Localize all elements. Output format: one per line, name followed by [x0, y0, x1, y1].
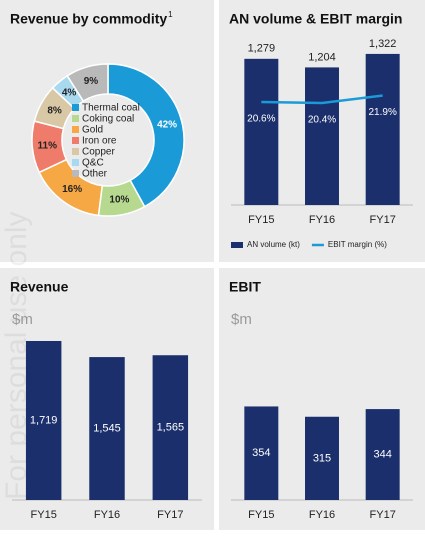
x-tick-label: FY17 [370, 214, 396, 226]
legend-label: Gold [82, 125, 103, 136]
bar [244, 406, 279, 500]
legend-swatch [72, 148, 79, 155]
legend-label: AN volume (kt) [247, 240, 300, 249]
slice-label: 10% [109, 195, 129, 206]
legend-label: Copper [82, 147, 115, 158]
bar-label: 354 [252, 447, 270, 459]
bar [244, 58, 279, 206]
legend-label: Thermal coal [82, 103, 140, 114]
legend-swatch [72, 115, 79, 122]
bar-label: 1,545 [93, 422, 121, 434]
bar-label: 1,322 [369, 38, 397, 50]
bar-label: 344 [373, 448, 391, 460]
bar-label: 315 [313, 452, 331, 464]
line-label: 21.9% [368, 107, 396, 118]
bar [305, 416, 339, 500]
chart-title: AN volume & EBIT margin [229, 11, 402, 27]
legend-swatch [72, 126, 79, 133]
bar-label: 1,204 [308, 51, 336, 63]
line-label: 20.4% [308, 115, 336, 126]
chart-subtitle: $m [12, 311, 33, 328]
x-tick-label: FY15 [248, 214, 274, 226]
bar [365, 409, 400, 500]
x-tick-label: FY15 [31, 509, 57, 521]
legend-swatch [72, 137, 79, 144]
bar-label: 1,719 [30, 414, 58, 426]
line-label: 20.6% [247, 114, 275, 125]
bar-label: 1,279 [248, 43, 276, 55]
legend-label: Coking coal [82, 114, 134, 125]
chart-title: Revenue by commodity [10, 11, 167, 27]
bar [25, 340, 62, 500]
bar-label: 1,565 [157, 422, 185, 434]
x-tick-label: FY16 [309, 214, 335, 226]
legend-label: Iron ore [82, 136, 117, 147]
bar [152, 355, 189, 500]
legend-label: Q&C [82, 158, 104, 169]
title-note: 1 [168, 10, 173, 19]
slice-label: 16% [62, 184, 82, 195]
chart-title: EBIT [229, 279, 261, 295]
legend-swatch [72, 104, 79, 111]
x-tick-label: FY16 [94, 509, 120, 521]
slice-label: 42% [157, 119, 177, 130]
donut-slice [66, 63, 109, 103]
legend-swatch [72, 159, 79, 166]
x-tick-label: FY17 [157, 509, 183, 521]
legend-swatch [72, 170, 79, 177]
bar [305, 67, 339, 206]
bar [89, 357, 125, 500]
slice-label: 9% [84, 76, 99, 87]
x-tick-label: FY16 [309, 509, 335, 521]
chart-title: Revenue [10, 279, 69, 295]
legend-label: Other [82, 169, 108, 180]
slice-label: 4% [62, 88, 77, 99]
slice-label: 8% [47, 105, 62, 116]
chart-subtitle: $m [231, 311, 252, 328]
line [261, 94, 383, 105]
slice-label: 11% [38, 140, 58, 151]
donut-slice [107, 63, 185, 208]
legend-swatch [231, 242, 243, 248]
x-tick-label: FY15 [248, 509, 274, 521]
bar [365, 53, 400, 205]
legend-label: EBIT margin (%) [328, 240, 387, 249]
x-tick-label: FY17 [370, 509, 396, 521]
